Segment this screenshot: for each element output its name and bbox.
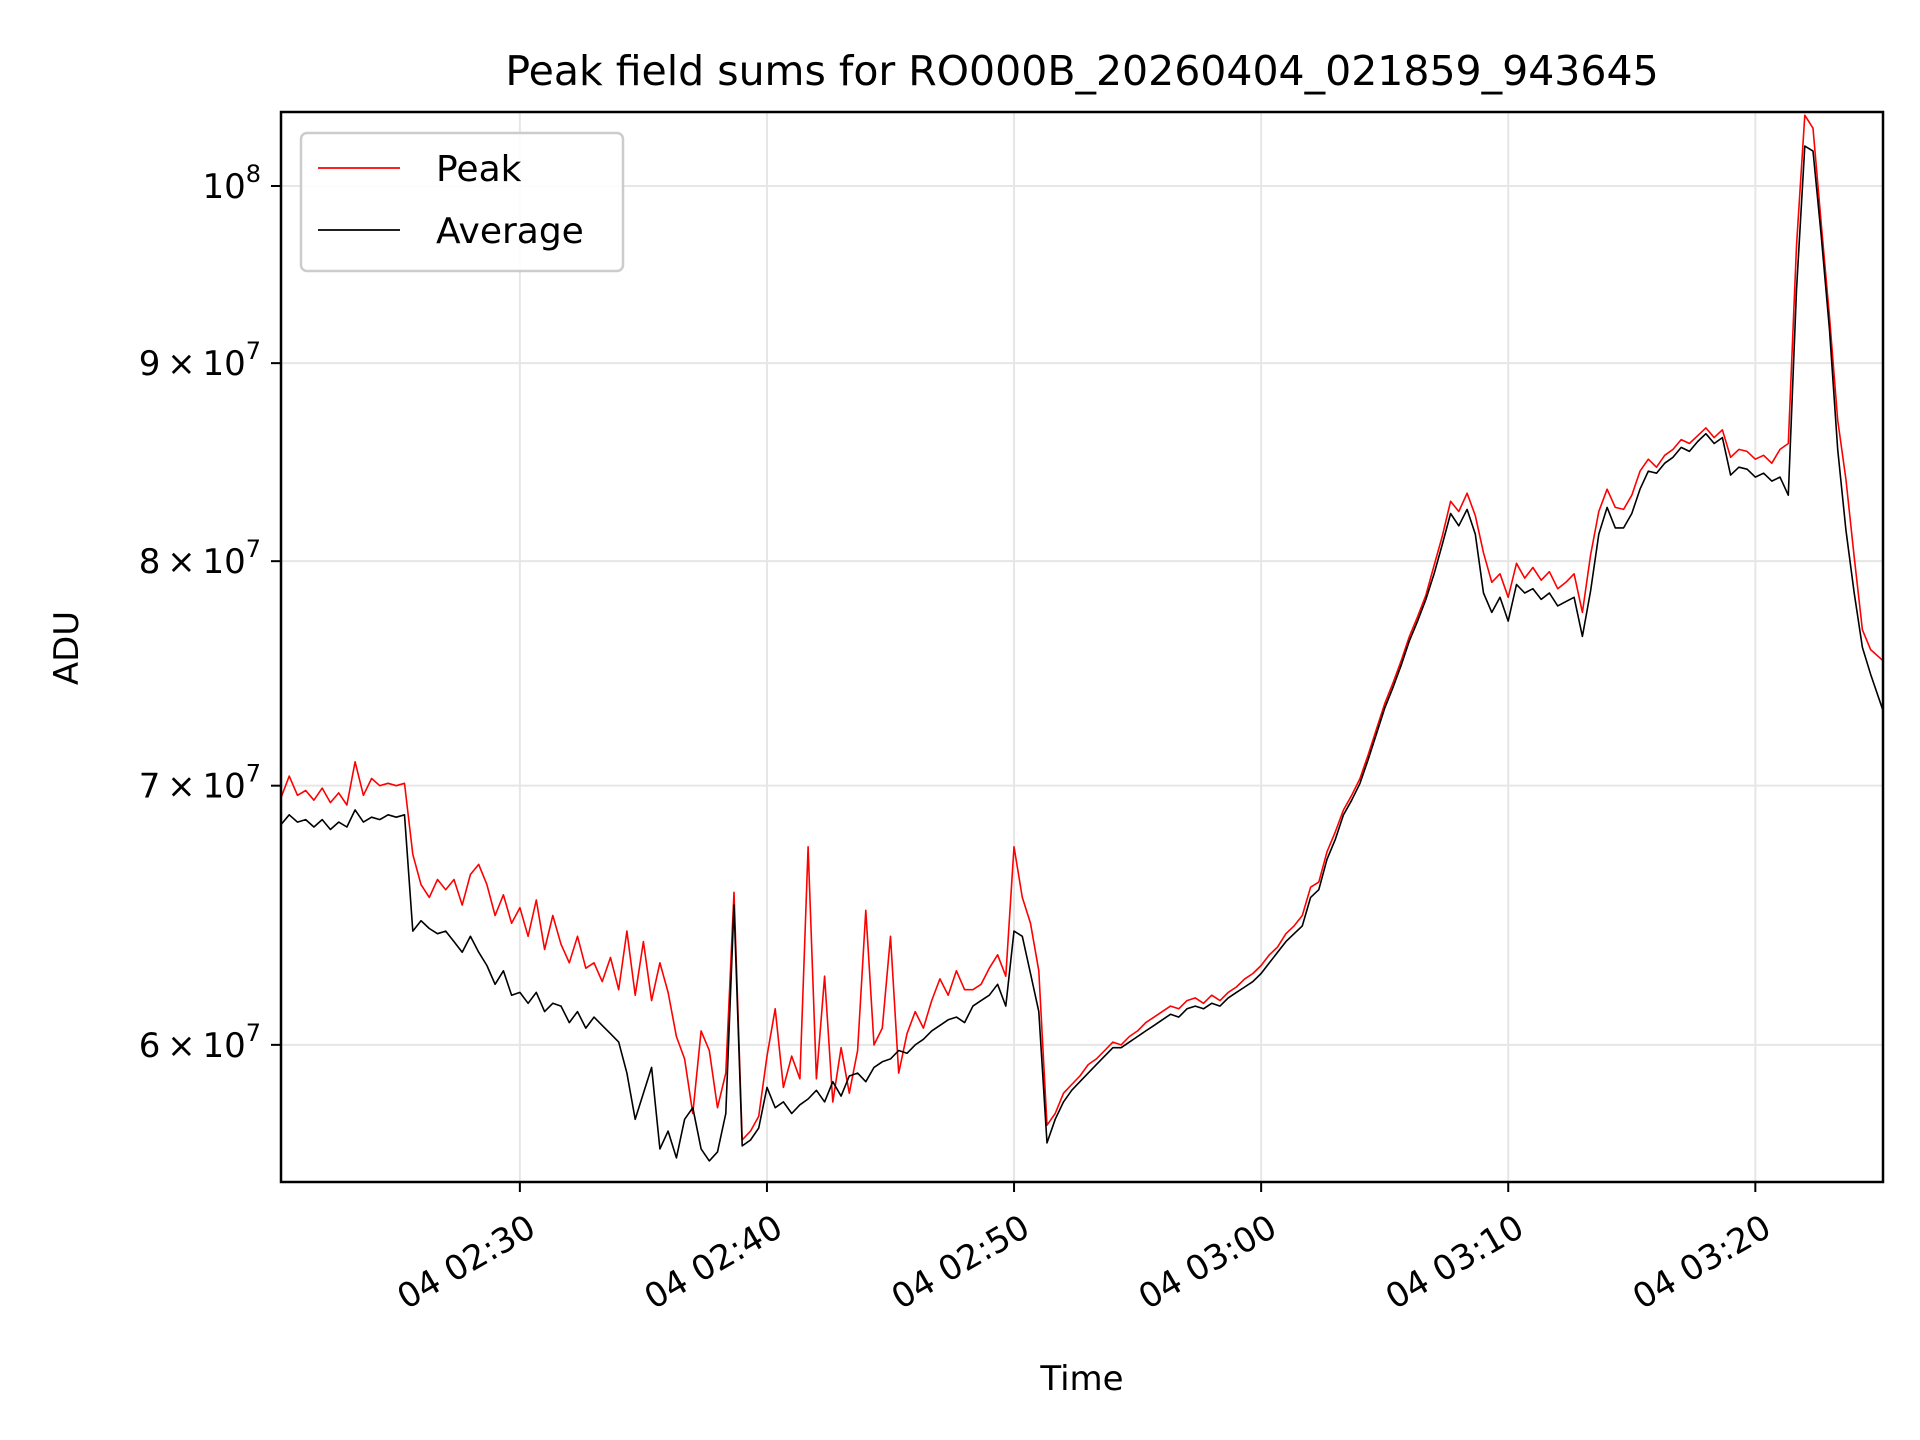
legend: Peak Average bbox=[299, 131, 625, 273]
y-tick-label: 108 bbox=[202, 160, 261, 207]
y-tick-label: 9 × 107 bbox=[139, 337, 261, 384]
y-tick-label: 8 × 107 bbox=[139, 535, 261, 582]
y-tick-label: 6 × 107 bbox=[139, 1019, 261, 1066]
plot-frame bbox=[279, 110, 1885, 1184]
series-line-average bbox=[281, 145, 1883, 1162]
y-tick-label: 7 × 107 bbox=[139, 760, 261, 807]
y-axis-label: ADU bbox=[47, 611, 87, 685]
y-axis: 6 × 107 7 × 107 8 × 107 9 × 107 108 bbox=[139, 160, 281, 1066]
x-axis-label: Time bbox=[1039, 1359, 1123, 1399]
chart-title: Peak field sums for RO000B_20260404_0218… bbox=[505, 47, 1658, 95]
legend-label-peak: Peak bbox=[436, 149, 522, 190]
legend-label-average: Average bbox=[436, 211, 584, 252]
series-group bbox=[281, 114, 1883, 1162]
series-line-peak bbox=[281, 114, 1883, 1141]
